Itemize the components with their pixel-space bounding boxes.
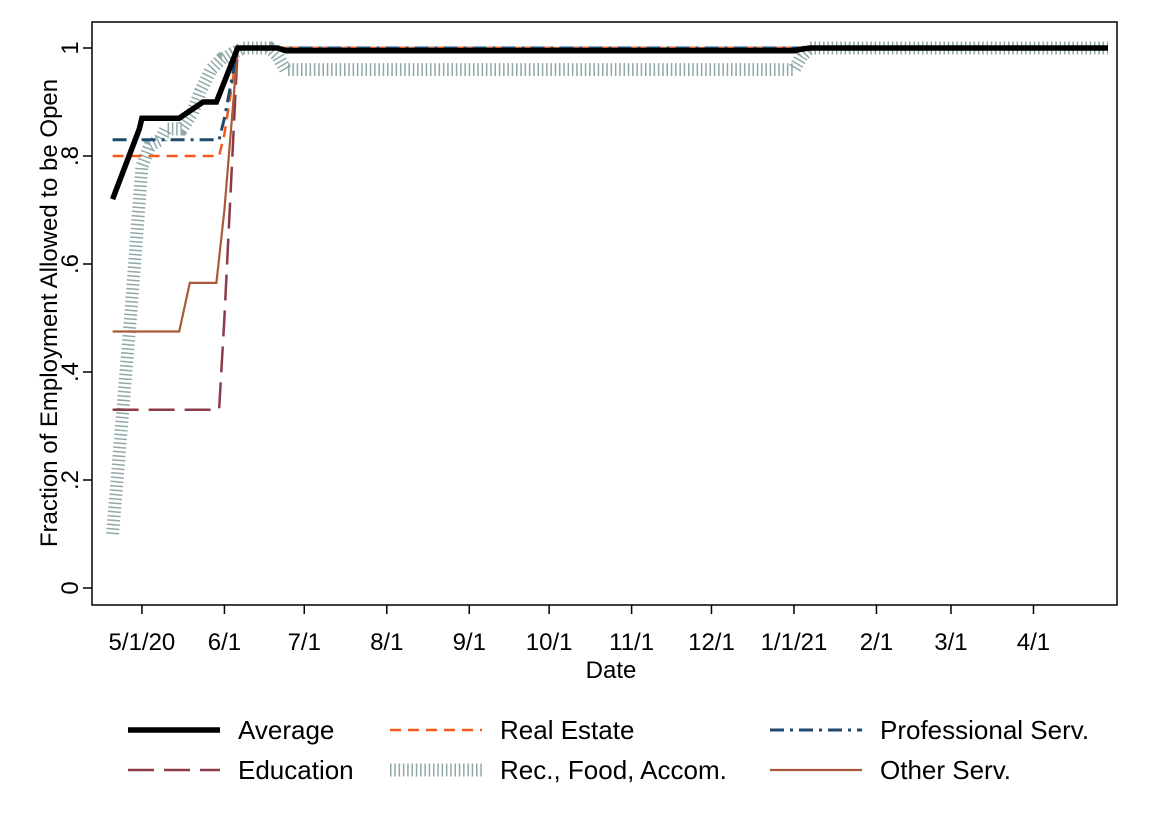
legend-item-real-estate: Real Estate	[390, 715, 634, 745]
legend-item-other-serv: Other Serv.	[770, 755, 1011, 785]
x-tick-label: 1/1/21	[761, 629, 828, 656]
y-tick-label: .8	[57, 146, 84, 166]
legend-label: Real Estate	[500, 715, 634, 745]
y-tick-label: .6	[57, 254, 84, 274]
x-tick-label: 11/1	[609, 629, 654, 656]
y-tick-label: .2	[57, 470, 84, 490]
legend-item-average: Average	[128, 715, 334, 745]
y-tick-label: 1	[57, 41, 84, 54]
series-line-other-serv	[112, 46, 1108, 333]
series-line-real-estate	[112, 46, 1108, 158]
x-tick-label: 10/1	[526, 629, 573, 656]
series-line-rec-food-accom	[106, 41, 1108, 535]
x-tick-label: 3/1	[934, 629, 967, 656]
y-axis-title: Fraction of Employment Allowed to be Ope…	[36, 79, 63, 547]
plot-frame	[91, 21, 1118, 606]
x-tick-label: 8/1	[370, 629, 403, 656]
x-axis: 5/1/20 6/1 7/1 8/1 9/1 10/1 11/1 12/1 1/1/21 2/1 3…	[109, 605, 1050, 656]
series-line-professional-serv	[112, 46, 1108, 142]
legend: Average Real Estate Professional Serv. Educ…	[128, 715, 1089, 785]
series-layer	[106, 41, 1108, 535]
x-axis-title: Date	[586, 657, 637, 684]
legend-label: Other Serv.	[880, 755, 1011, 785]
legend-label: Professional Serv.	[880, 715, 1089, 745]
legend-label: Rec., Food, Accom.	[500, 755, 727, 785]
legend-item-education: Education	[128, 755, 354, 785]
legend-item-rec-food-accom: Rec., Food, Accom.	[390, 755, 727, 785]
series-line-average	[110, 45, 1108, 201]
legend-label: Education	[238, 755, 354, 785]
x-tick-label: 7/1	[288, 629, 321, 656]
legend-label: Average	[238, 715, 334, 745]
series-line-education	[112, 46, 1108, 412]
y-tick-label: .4	[57, 362, 84, 382]
x-tick-label: 5/1/20	[109, 629, 176, 656]
x-tick-label: 12/1	[688, 629, 735, 656]
x-tick-label: 2/1	[860, 629, 893, 656]
legend-item-professional-serv: Professional Serv.	[770, 715, 1089, 745]
y-axis: 0 .2 .4 .6 .8 1	[57, 41, 92, 595]
x-tick-label: 9/1	[453, 629, 486, 656]
y-tick-label: 0	[57, 581, 84, 594]
x-tick-label: 6/1	[208, 629, 241, 656]
x-tick-label: 4/1	[1017, 629, 1050, 656]
